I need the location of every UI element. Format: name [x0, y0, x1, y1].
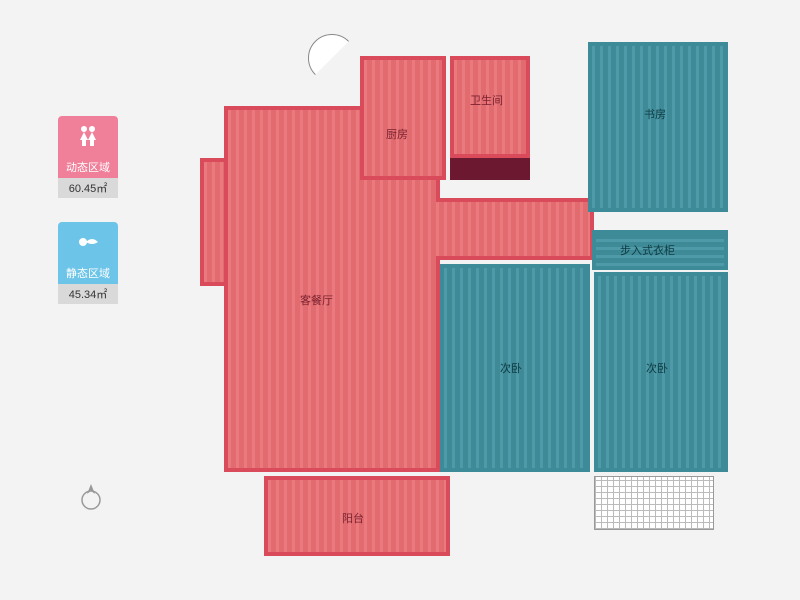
label-study: 书房 — [644, 106, 666, 122]
floorplan: 客餐厅 厨房 卫生间 阳台 书房 步入式衣柜 次卧 次卧 — [200, 38, 740, 566]
label-living: 客餐厅 — [300, 292, 333, 308]
room-study — [588, 42, 728, 212]
hatching-area — [594, 476, 714, 530]
legend-dynamic-label: 动态区域 — [58, 156, 118, 178]
room-kitchen — [360, 56, 446, 180]
sleep-icon — [58, 222, 118, 262]
label-kitchen: 厨房 — [386, 126, 408, 142]
label-bath: 卫生间 — [470, 92, 503, 108]
label-balcony: 阳台 — [342, 510, 364, 526]
compass-icon — [76, 482, 106, 512]
label-bed2b: 次卧 — [646, 360, 668, 376]
person-icon — [58, 116, 118, 156]
label-bed2a: 次卧 — [500, 360, 522, 376]
legend-dynamic: 动态区域 60.45㎡ — [58, 116, 118, 198]
legend-static-label: 静态区域 — [58, 262, 118, 284]
door-arc — [308, 34, 356, 82]
legend-static: 静态区域 45.34㎡ — [58, 222, 118, 304]
wall-segment — [450, 158, 530, 180]
legend-dynamic-value: 60.45㎡ — [58, 178, 118, 198]
room-hallway — [436, 198, 594, 260]
label-closet: 步入式衣柜 — [620, 242, 675, 258]
legend: 动态区域 60.45㎡ 静态区域 45.34㎡ — [58, 116, 118, 328]
legend-static-value: 45.34㎡ — [58, 284, 118, 304]
